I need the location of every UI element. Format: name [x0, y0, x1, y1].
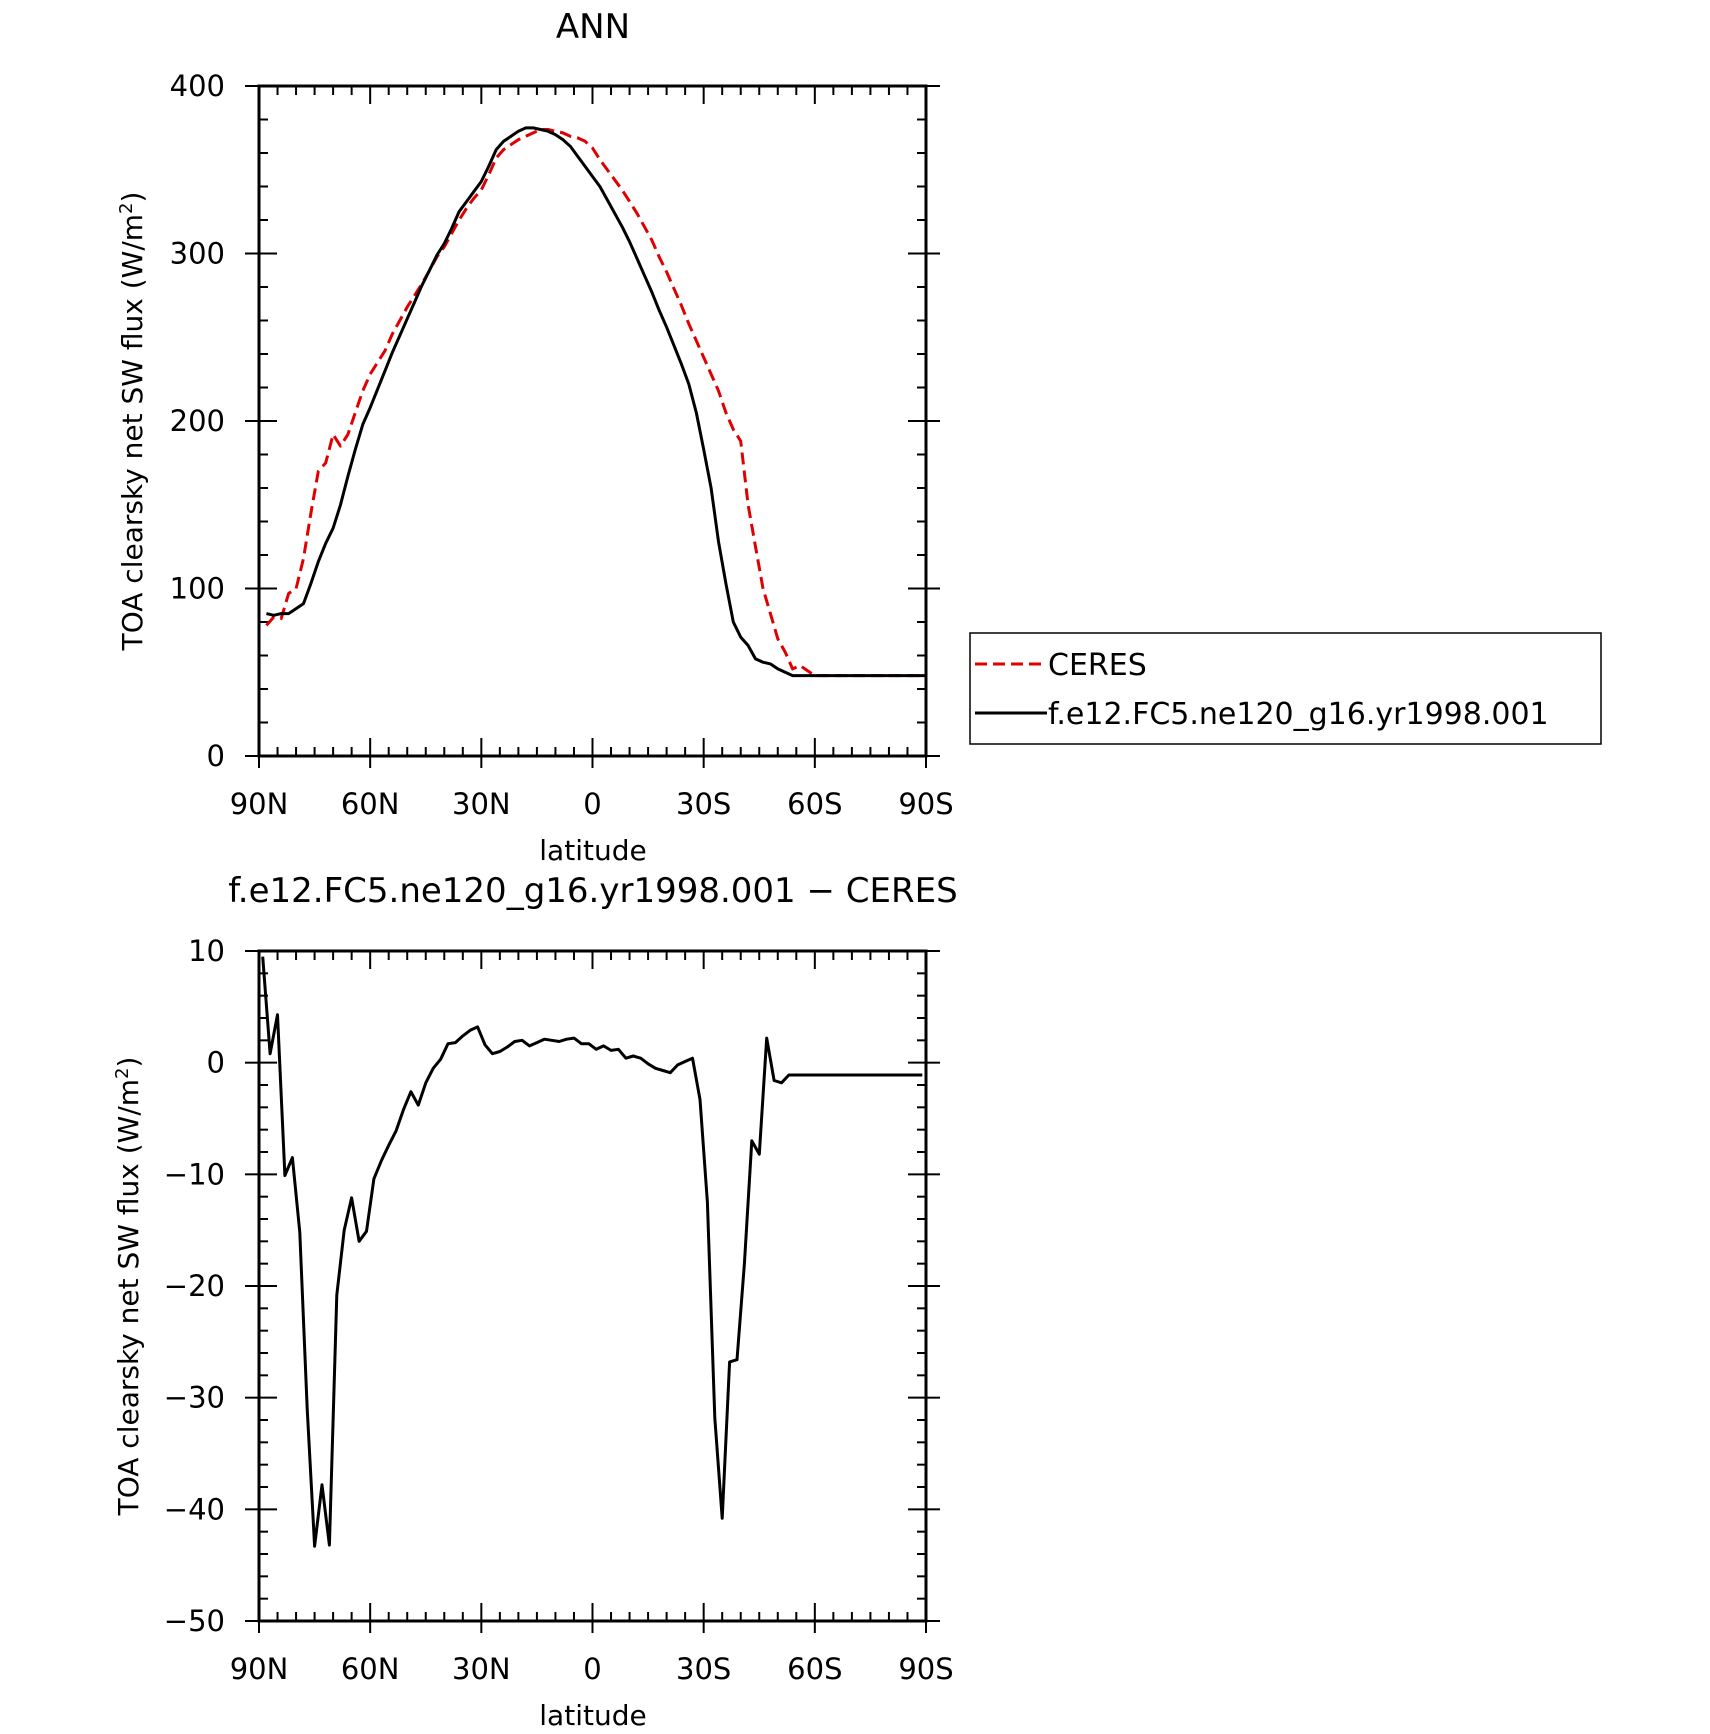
bottom-y-tick-label: −40 [164, 1492, 225, 1526]
top-y-tick-label: 100 [170, 572, 225, 606]
legend-label-model: f.e12.FC5.ne120_g16.yr1998.001 [1048, 697, 1549, 732]
bottom-x-tick-label: 30N [452, 1652, 511, 1686]
bottom-y-axis-label-sup: 2 [112, 1068, 133, 1079]
top-series-lines [265, 126, 926, 678]
bottom-y-axis-label: TOA clearsky net SW flux (W/m2) [112, 1057, 145, 1517]
bottom-panel: f.e12.FC5.ne120_g16.yr1998.001 − CERES 9… [112, 871, 958, 1732]
bottom-series-lines [261, 956, 923, 1548]
bottom-series-line-0 [261, 956, 923, 1548]
top-plot-frame [257, 84, 928, 758]
top-y-tick-label: 400 [170, 69, 225, 103]
top-y-tick-label: 200 [170, 404, 225, 438]
bottom-tick-labels: 90N 60N 30N 0 30S 60S 90S −50 −40 −30 −20 −10 0 10 [164, 934, 954, 1686]
bottom-x-tick-label: 60N [341, 1652, 400, 1686]
legend-box [969, 632, 1602, 745]
top-chart-title: ANN [556, 7, 630, 47]
top-y-axis-label-sup: 2 [116, 203, 137, 214]
top-y-axis-label: TOA clearsky net SW flux (W/m2) [116, 192, 149, 652]
legend: CERES f.e12.FC5.ne120_g16.yr1998.001 [969, 632, 1602, 745]
bottom-y-axis-label-close: ) [112, 1057, 145, 1068]
top-x-tick-label: 0 [583, 787, 601, 821]
bottom-y-tick-label: 10 [188, 934, 225, 968]
top-x-tick-label: 60S [787, 787, 842, 821]
top-y-axis-label-close: ) [116, 192, 149, 203]
top-series-line-0 [265, 128, 926, 678]
top-tick-labels: 90N 60N 30N 0 30S 60S 90S 0 100 200 300 400 [170, 69, 954, 821]
bottom-x-tick-label: 0 [583, 1652, 601, 1686]
top-x-tick-label: 30N [452, 787, 511, 821]
bottom-x-tick-label: 90N [230, 1652, 289, 1686]
top-panel: ANN 90N 60N 30N 0 30S 60S 90S 0 100 200 300 400 lat… [116, 7, 1602, 867]
top-y-tick-label: 300 [170, 237, 225, 271]
bottom-y-tick-label: −20 [164, 1269, 225, 1303]
bottom-x-tick-label: 60S [787, 1652, 842, 1686]
top-series-line-1 [266, 126, 926, 678]
top-ticks [245, 85, 940, 768]
top-x-axis-label: latitude [539, 834, 646, 867]
bottom-x-tick-label: 90S [898, 1652, 953, 1686]
legend-label-ceres: CERES [1048, 648, 1147, 683]
bottom-x-axis-label: latitude [539, 1699, 646, 1732]
bottom-y-tick-label: −10 [164, 1157, 225, 1191]
bottom-y-tick-label: −30 [164, 1381, 225, 1415]
top-x-tick-label: 90N [230, 787, 289, 821]
top-y-axis-label-main: TOA clearsky net SW flux (W/m [116, 214, 149, 651]
top-x-tick-label: 90S [898, 787, 953, 821]
top-y-tick-label: 0 [207, 739, 225, 773]
bottom-x-tick-label: 30S [676, 1652, 731, 1686]
bottom-y-axis-label-main: TOA clearsky net SW flux (W/m [112, 1079, 145, 1516]
bottom-y-tick-label: −50 [164, 1604, 225, 1638]
bottom-chart-title: f.e12.FC5.ne120_g16.yr1998.001 − CERES [228, 871, 957, 911]
top-x-tick-label: 30S [676, 787, 731, 821]
bottom-y-tick-label: 0 [207, 1046, 225, 1080]
bottom-ticks [245, 950, 940, 1633]
top-x-tick-label: 60N [341, 787, 400, 821]
bottom-plot-frame [257, 949, 928, 1623]
